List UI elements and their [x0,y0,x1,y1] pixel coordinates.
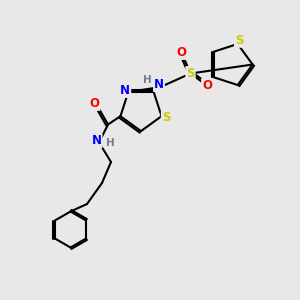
Text: N: N [120,84,130,97]
Text: S: S [235,34,243,47]
Text: H: H [106,137,115,148]
Text: N: N [92,134,102,148]
Text: H: H [142,75,152,85]
Text: O: O [89,97,100,110]
Text: O: O [176,46,187,59]
Text: O: O [202,79,212,92]
Text: S: S [162,111,170,124]
Text: S: S [186,67,195,80]
Text: N: N [154,78,164,91]
